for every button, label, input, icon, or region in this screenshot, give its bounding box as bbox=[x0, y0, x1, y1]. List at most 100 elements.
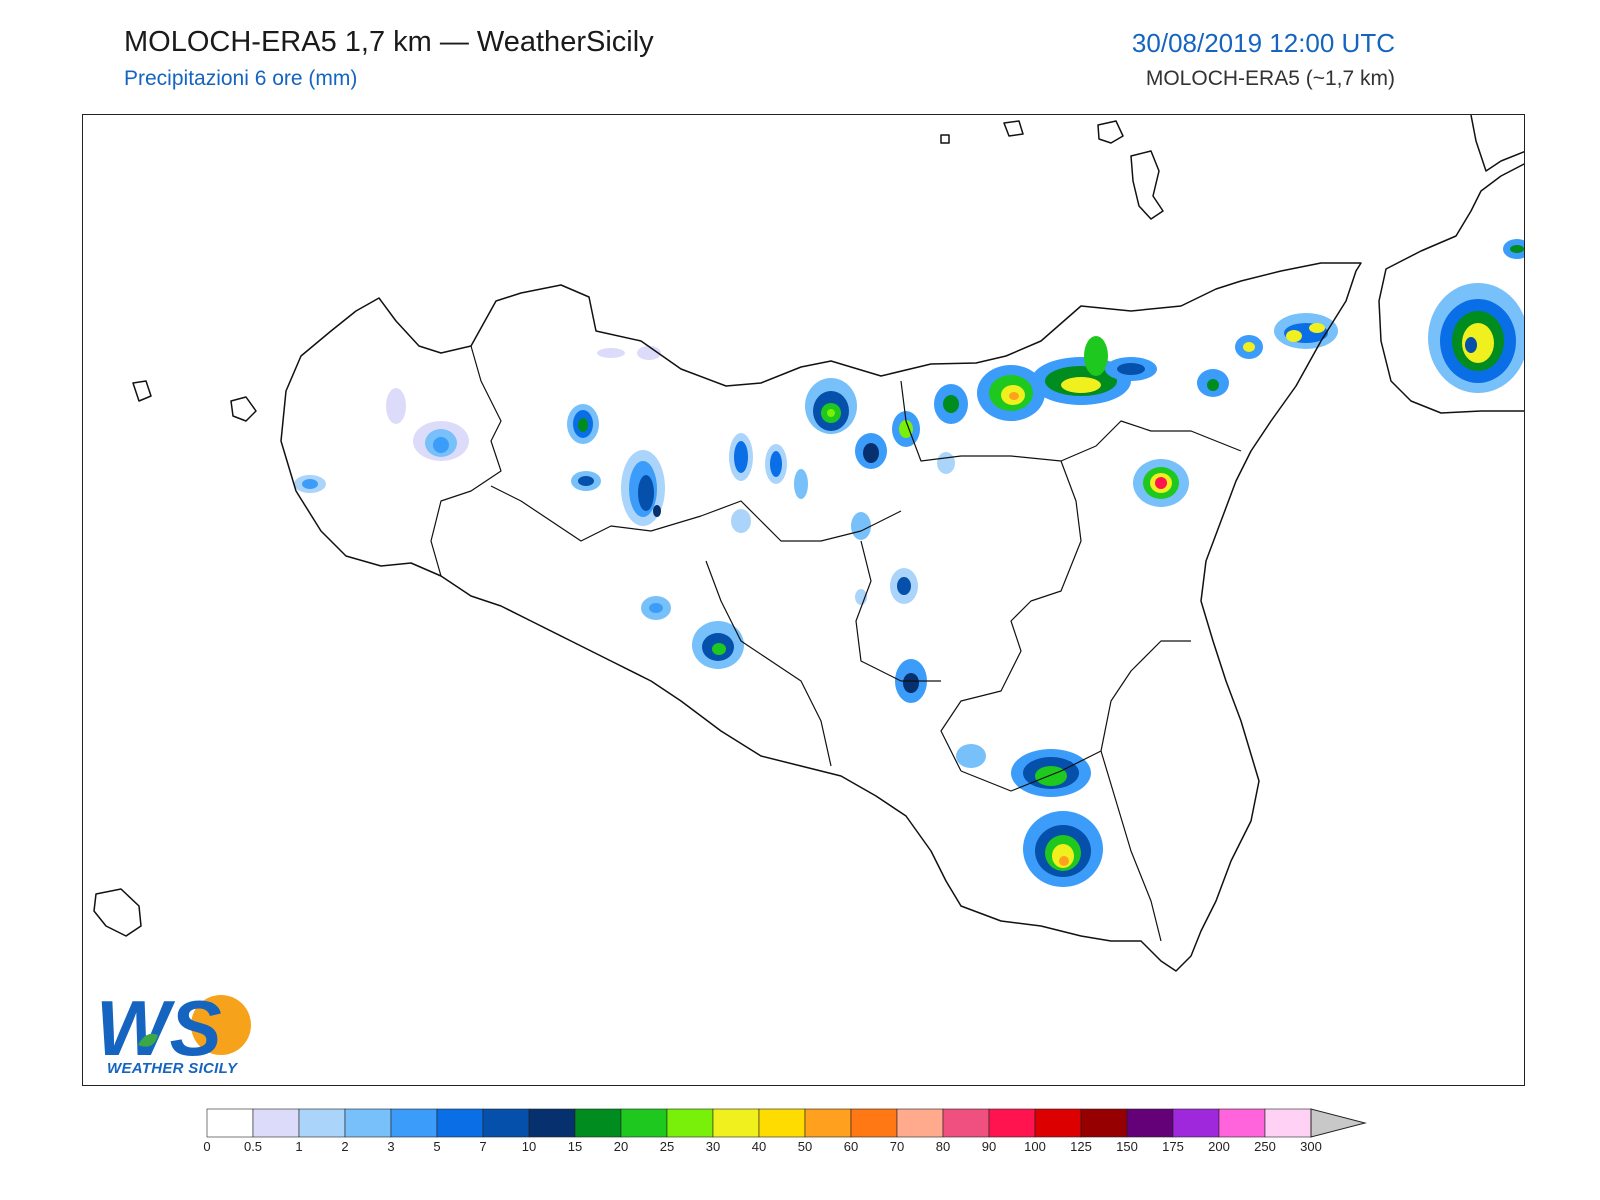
colorbar-cell bbox=[298, 1108, 346, 1138]
precip-cell bbox=[794, 469, 808, 499]
colorbar-cell bbox=[344, 1108, 392, 1138]
colorbar-tick-label: 5 bbox=[433, 1139, 441, 1154]
colorbar-tick-label: 125 bbox=[1070, 1139, 1092, 1154]
colorbar-cell bbox=[1264, 1108, 1312, 1138]
colorbar-tick-label: 70 bbox=[889, 1139, 905, 1154]
border-ragusa-south bbox=[1100, 750, 1162, 942]
precip-cell bbox=[578, 418, 588, 432]
border-caltanissetta-enna bbox=[855, 540, 941, 682]
colorbar-cell bbox=[252, 1108, 300, 1138]
precip-cell bbox=[863, 443, 879, 463]
colorbar-tick-label: 300 bbox=[1300, 1139, 1322, 1154]
lipari-island bbox=[1130, 150, 1164, 220]
precip-cell bbox=[897, 577, 911, 595]
colorbar-cell bbox=[436, 1108, 484, 1138]
colorbar-cell bbox=[482, 1108, 530, 1138]
calabria-coast-north bbox=[1470, 115, 1524, 172]
precip-cell bbox=[638, 475, 654, 511]
sicily-coastline bbox=[280, 262, 1362, 972]
colorbar-tick-label: 2 bbox=[341, 1139, 349, 1154]
colorbar-cell bbox=[758, 1108, 806, 1138]
colorbar-cell bbox=[804, 1108, 852, 1138]
colorbar-tick-label: 1 bbox=[295, 1139, 303, 1154]
colorbar-cell bbox=[390, 1108, 438, 1138]
precip-cell bbox=[903, 673, 919, 693]
colorbar-tick-label: 200 bbox=[1208, 1139, 1230, 1154]
precip-cell bbox=[712, 643, 726, 655]
model-label: MOLOCH-ERA5 (~1,7 km) bbox=[1145, 67, 1395, 90]
precip-cell bbox=[1059, 856, 1069, 866]
precip-cell bbox=[597, 348, 625, 358]
precip-cell bbox=[1009, 392, 1019, 400]
colorbar-cell bbox=[988, 1108, 1036, 1138]
logo-leaf bbox=[138, 1033, 158, 1047]
province-borders bbox=[430, 345, 1242, 942]
logo-brand-text: WEATHER SICILY bbox=[107, 1060, 238, 1077]
border-messina-catania bbox=[1060, 420, 1242, 462]
precip-cell bbox=[1207, 379, 1219, 391]
colorbar-cell bbox=[942, 1108, 990, 1138]
colorbar-tick-label: 150 bbox=[1116, 1139, 1138, 1154]
precipitation-colorbar bbox=[206, 1108, 1367, 1138]
colorbar-cell bbox=[1218, 1108, 1266, 1138]
precip-cell bbox=[649, 603, 663, 613]
precip-cell bbox=[1243, 342, 1255, 352]
colorbar-tick-label: 7 bbox=[479, 1139, 487, 1154]
colorbar-cell bbox=[620, 1108, 668, 1138]
precip-cell bbox=[1309, 323, 1325, 333]
colorbar-cell bbox=[206, 1108, 254, 1138]
colorbar-tick-label: 0 bbox=[203, 1139, 211, 1154]
precip-cell bbox=[1510, 245, 1524, 253]
colorbar-tick-label: 50 bbox=[797, 1139, 813, 1154]
precip-cell bbox=[637, 346, 661, 360]
precip-cell bbox=[1061, 377, 1101, 393]
colorbar-tick-label: 10 bbox=[521, 1139, 537, 1154]
colorbar-cell bbox=[1080, 1108, 1128, 1138]
colorbar-tick-label: 250 bbox=[1254, 1139, 1276, 1154]
precip-cell bbox=[943, 395, 959, 413]
precip-cell bbox=[734, 441, 748, 473]
precip-cell bbox=[302, 479, 318, 489]
colorbar-cell bbox=[666, 1108, 714, 1138]
forecast-datetime: 30/08/2019 12:00 UTC bbox=[1131, 28, 1395, 58]
colorbar-cell bbox=[574, 1108, 622, 1138]
map-title: MOLOCH-ERA5 1,7 km — WeatherSicily bbox=[124, 26, 654, 58]
colorbar-tick-label: 90 bbox=[981, 1139, 997, 1154]
border-palermo-agrigento bbox=[490, 485, 902, 542]
map-panel bbox=[82, 114, 1525, 1086]
colorbar-tick-label: 40 bbox=[751, 1139, 767, 1154]
colorbar-tick-labels: 0 0.5 1 2 3 5 7 10 15 20 25 30 40 50 60 70 80 90 100 125 150… bbox=[203, 1139, 1406, 1159]
precip-cell bbox=[653, 505, 661, 517]
precip-cell bbox=[1117, 363, 1145, 375]
colorbar-tick-label: 60 bbox=[843, 1139, 859, 1154]
border-trapani-palermo bbox=[430, 345, 502, 577]
pantelleria-island bbox=[93, 888, 142, 937]
colorbar-tick-label: 20 bbox=[613, 1139, 629, 1154]
precip-cell bbox=[851, 512, 871, 540]
colorbar-tick-label: 0.5 bbox=[243, 1139, 263, 1154]
salina-island bbox=[1097, 120, 1124, 144]
precip-cell bbox=[578, 476, 594, 486]
colorbar-overflow-arrow bbox=[1310, 1108, 1367, 1138]
precip-cell bbox=[1462, 323, 1494, 363]
colorbar-tick-label: 100 bbox=[1024, 1139, 1046, 1154]
weathersicily-logo: WS bbox=[96, 985, 251, 1072]
border-enna-catania bbox=[900, 380, 1082, 772]
colorbar-cell bbox=[896, 1108, 944, 1138]
precipitation-field bbox=[294, 239, 1524, 887]
colorbar-tick-label: 25 bbox=[659, 1139, 675, 1154]
sicily-precipitation-map bbox=[93, 115, 1524, 972]
precip-cell bbox=[827, 409, 835, 417]
colorbar-cells bbox=[206, 1108, 1312, 1138]
favignana-island bbox=[230, 396, 257, 422]
border-ragusa-siracusa bbox=[960, 640, 1191, 792]
precip-cell bbox=[731, 509, 751, 533]
precip-cell bbox=[1035, 766, 1067, 786]
precip-cell bbox=[1286, 330, 1302, 342]
logo-letters: WS bbox=[96, 985, 222, 1072]
logo-sun bbox=[191, 995, 251, 1055]
map-subtitle: Precipitazioni 6 ore (mm) bbox=[124, 67, 358, 90]
precip-cell bbox=[899, 420, 913, 438]
precip-cell bbox=[1084, 336, 1108, 376]
colorbar-tick-label: 175 bbox=[1162, 1139, 1184, 1154]
